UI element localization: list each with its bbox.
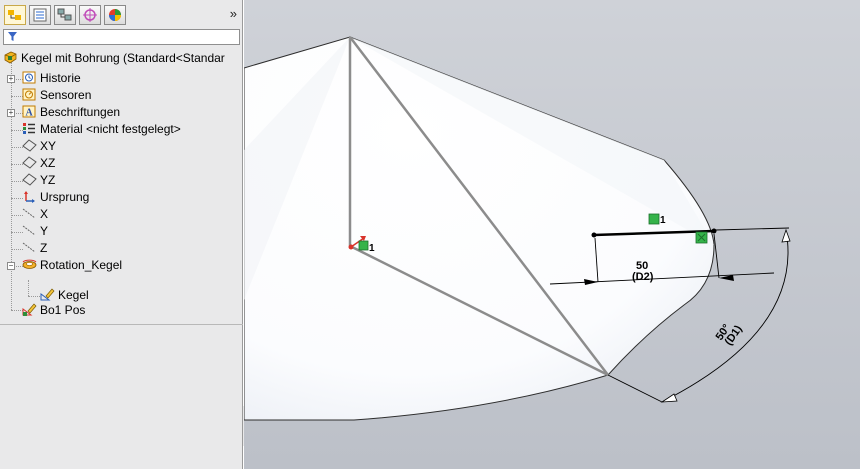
expand-historie-toggle[interactable]: + — [7, 74, 15, 83]
configurationmanager-tab[interactable] — [54, 5, 76, 25]
tree-connector — [11, 96, 23, 97]
tree-connector — [11, 147, 23, 148]
tree-item-material[interactable]: Material <nicht festgelegt> — [22, 121, 181, 138]
tree-item-rotation-kegel[interactable]: Rotation_Kegel — [22, 257, 122, 274]
configuration-manager-icon — [57, 8, 72, 21]
tree-connector — [11, 79, 23, 80]
origin-marker[interactable]: 1 — [348, 236, 376, 254]
sketch-point[interactable] — [591, 232, 597, 238]
sensor-icon — [22, 88, 37, 101]
tree-item-ursprung[interactable]: Ursprung — [22, 189, 89, 206]
tree-item-label: Ursprung — [40, 190, 90, 204]
feature-tree-icon — [8, 10, 21, 20]
tree-connector — [11, 266, 23, 267]
tree-connector — [11, 232, 23, 233]
featuremanager-tab[interactable] — [4, 5, 26, 25]
relation-label: 1 — [660, 215, 666, 226]
tree-connector — [11, 310, 23, 311]
tree-connector — [11, 130, 23, 131]
axis-icon — [22, 207, 37, 220]
graphics-area[interactable]: 1 1 50 (D2) — [244, 0, 860, 469]
sketch-base-line[interactable] — [349, 244, 609, 377]
cone-face[interactable] — [244, 36, 715, 421]
display-manager-tab[interactable] — [104, 5, 126, 25]
part-icon — [3, 51, 18, 64]
origin-relation-label: 1 — [369, 243, 375, 254]
tree-item-axis-y[interactable]: Y — [22, 223, 48, 240]
feature-manager-panel: » Kegel mit Bohrung (Standard<Standar — [0, 0, 243, 469]
tree-item-plane-yz[interactable]: YZ — [22, 172, 55, 189]
linear-dimension-d2[interactable]: 50 (D2) — [549, 233, 775, 285]
tree-connector — [11, 62, 12, 310]
tree-item-sensoren[interactable]: Sensoren — [22, 87, 91, 104]
expand-panel-button[interactable]: » — [229, 6, 237, 21]
tree-item-label: YZ — [40, 173, 56, 187]
dimension-value-d2[interactable]: 50 — [636, 260, 648, 272]
cone-shading — [244, 37, 350, 300]
tree-root-part[interactable]: Kegel mit Bohrung (Standard<Standar — [3, 50, 225, 67]
tree-connector — [11, 181, 23, 182]
tree-connector — [28, 280, 29, 296]
hole-position-sketch-icon — [22, 303, 37, 316]
tree-connector — [11, 215, 23, 216]
dimxpert-tab[interactable] — [79, 5, 101, 25]
tree-item-plane-xy[interactable]: XY — [22, 138, 56, 155]
revolve-feature-icon — [22, 258, 37, 271]
tree-connector — [28, 296, 40, 297]
dimxpert-icon — [83, 8, 97, 22]
tree-item-label: XZ — [40, 156, 56, 170]
tree-connector — [11, 164, 23, 165]
origin-icon — [22, 190, 37, 203]
hole-position-line[interactable] — [593, 229, 715, 237]
material-icon — [22, 122, 37, 135]
property-manager-icon — [33, 8, 47, 22]
axis-icon — [22, 224, 37, 237]
tree-item-plane-xz[interactable]: XZ — [22, 155, 55, 172]
dimension-name-d2: (D2) — [632, 271, 654, 283]
model-view: 1 1 50 (D2) — [244, 0, 860, 469]
tree-connector — [11, 249, 23, 250]
expand-beschriftungen-toggle[interactable]: + — [7, 108, 15, 117]
tree-item-label: Material <nicht festgelegt> — [40, 122, 181, 136]
propertymanager-tab[interactable] — [29, 5, 51, 25]
tree-connector — [11, 198, 23, 199]
tree-item-label: Rotation_Kegel — [40, 258, 123, 272]
tree-item-label: Z — [40, 241, 48, 255]
tree-item-label: Beschriftungen — [40, 105, 121, 119]
tree-item-historie[interactable]: Historie — [22, 70, 81, 87]
tree-item-label: Kegel — [58, 288, 89, 302]
history-icon — [22, 71, 37, 84]
tree-item-label: Bo1 Pos — [40, 303, 86, 317]
plane-icon — [22, 156, 37, 169]
coincident-relation-marker[interactable] — [695, 231, 708, 244]
tree-item-label: XY — [40, 139, 57, 153]
svg-text:A: A — [26, 108, 34, 119]
tree-item-axis-x[interactable]: X — [22, 206, 48, 223]
annotations-icon: A — [22, 105, 37, 119]
feature-manager-tab-bar: » — [2, 2, 241, 28]
tree-connector — [11, 113, 23, 114]
tree-item-label: X — [40, 207, 49, 221]
feature-tree: Kegel mit Bohrung (Standard<Standar + Hi… — [0, 48, 243, 325]
tree-item-beschriftungen[interactable]: A Beschriftungen — [22, 104, 120, 121]
tree-item-label: Sensoren — [40, 88, 92, 102]
display-manager-icon — [109, 9, 121, 21]
filter-icon — [8, 31, 17, 45]
sketch-cone-edge[interactable] — [349, 36, 609, 376]
tree-item-axis-z[interactable]: Z — [22, 240, 47, 257]
tree-item-label: Y — [40, 224, 49, 238]
sketch-icon — [40, 288, 55, 301]
plane-icon — [22, 139, 37, 152]
part-name-label: Kegel mit Bohrung (Standard<Standar — [21, 51, 225, 65]
filter-input[interactable] — [3, 29, 240, 45]
cone-shading — [350, 37, 714, 245]
tree-item-kegel-sketch[interactable]: Kegel — [40, 287, 89, 304]
collapse-rotation-kegel-toggle[interactable]: − — [7, 261, 15, 270]
plane-icon — [22, 173, 37, 186]
sketch-point[interactable] — [711, 228, 717, 234]
tree-item-bo1-pos[interactable]: Bo1 Pos — [22, 302, 85, 319]
horizontal-relation-marker[interactable]: 1 — [648, 213, 666, 226]
axis-icon — [22, 241, 37, 254]
tree-item-label: Historie — [40, 71, 81, 85]
